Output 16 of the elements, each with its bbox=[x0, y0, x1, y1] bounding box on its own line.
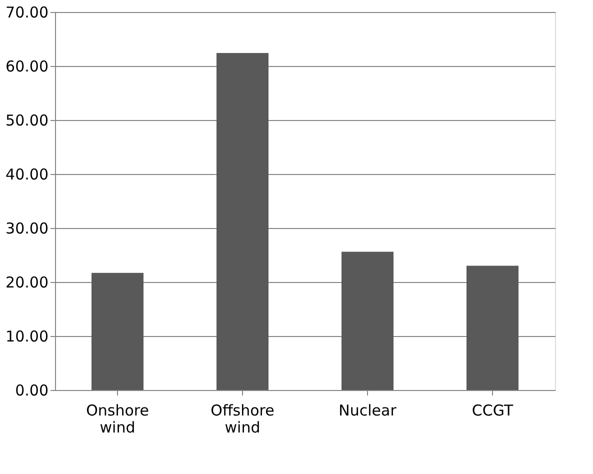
y-tick-label: 0.00 bbox=[15, 382, 48, 400]
x-tick-label: Nuclear bbox=[338, 402, 398, 420]
y-tick-label: 50.00 bbox=[6, 112, 48, 130]
x-tick-label: Onshore wind bbox=[86, 402, 149, 436]
x-tick-label: Offshore wind bbox=[210, 402, 274, 436]
bar bbox=[92, 272, 144, 390]
bar bbox=[342, 252, 394, 390]
y-tick-label: 40.00 bbox=[6, 166, 48, 184]
y-tick-label: 10.00 bbox=[6, 328, 48, 346]
y-tick-label: 70.00 bbox=[6, 4, 48, 22]
y-tick-label: 30.00 bbox=[6, 220, 48, 238]
x-tick-label: CCGT bbox=[472, 402, 514, 420]
y-tick-label: 20.00 bbox=[6, 274, 48, 292]
bar bbox=[216, 53, 268, 390]
y-tick-label: 60.00 bbox=[6, 58, 48, 76]
bar bbox=[466, 266, 518, 390]
